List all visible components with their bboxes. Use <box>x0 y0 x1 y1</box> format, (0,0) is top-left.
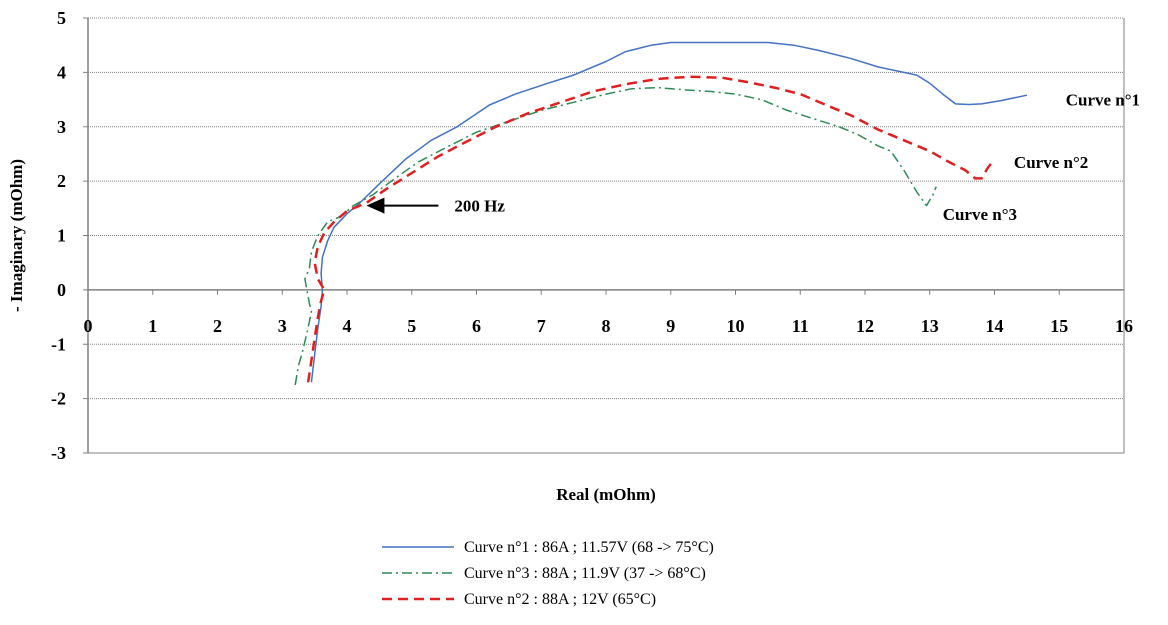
annotation-label: 200 Hz <box>454 197 505 216</box>
curve-label: Curve n°1 <box>1066 91 1140 110</box>
x-tick-label: 14 <box>986 316 1004 336</box>
curve-label: Curve n°2 <box>1014 153 1088 172</box>
x-tick-label: 3 <box>278 316 287 336</box>
x-tick-label: 2 <box>213 316 222 336</box>
x-tick-label: 6 <box>472 316 481 336</box>
annotation-arrow-head <box>366 197 385 214</box>
y-tick-label: 3 <box>57 117 66 137</box>
axes <box>83 17 1125 454</box>
x-tick-label: 5 <box>407 316 416 336</box>
x-tick-label: 16 <box>1115 316 1133 336</box>
legend-label: Curve n°3 : 88A ; 11.9V (37 -> 68°C) <box>464 565 706 582</box>
x-axis-title: Real (mOhm) <box>556 485 656 504</box>
series-line-2 <box>294 86 937 386</box>
y-tick-label: 2 <box>57 171 66 191</box>
y-tick-label: 0 <box>57 280 66 300</box>
x-tick-label: 12 <box>856 316 874 336</box>
x-tick-label: 15 <box>1050 316 1068 336</box>
y-tick-label: -3 <box>51 443 66 463</box>
y-tick-label: -2 <box>51 389 66 409</box>
grid-lines <box>88 17 1124 454</box>
x-tick-label: 1 <box>148 316 157 336</box>
series-line-3 <box>306 75 996 383</box>
curve-label: Curve n°3 <box>943 205 1017 224</box>
x-tick-label: 7 <box>537 316 546 336</box>
x-tick-label: 13 <box>921 316 939 336</box>
y-axis-title: - Imaginary (mOhm) <box>7 159 26 312</box>
legend-label: Curve n°2 : 88A ; 12V (65°C) <box>464 591 656 608</box>
x-tick-label: 9 <box>666 316 675 336</box>
y-tick-label: 4 <box>57 62 66 82</box>
x-tick-label: 11 <box>792 316 809 336</box>
annotations: 200 Hz Curve n°1 Curve n°2 Curve n°3 <box>366 91 1140 224</box>
legend-label: Curve n°1 : 86A ; 11.57V (68 -> 75°C) <box>464 539 714 556</box>
x-tick-label: 0 <box>84 316 93 336</box>
x-tick-label: 8 <box>602 316 611 336</box>
series-lines <box>294 41 1028 386</box>
x-tick-label: 10 <box>727 316 745 336</box>
x-tick-label: 4 <box>343 316 352 336</box>
y-tick-label: 1 <box>57 226 66 246</box>
series-line-1 <box>310 41 1028 383</box>
y-tick-label: 5 <box>57 8 66 28</box>
legend: Curve n°1 : 86A ; 11.57V (68 -> 75°C) Cur… <box>382 539 714 608</box>
y-tick-label: -1 <box>51 334 66 354</box>
